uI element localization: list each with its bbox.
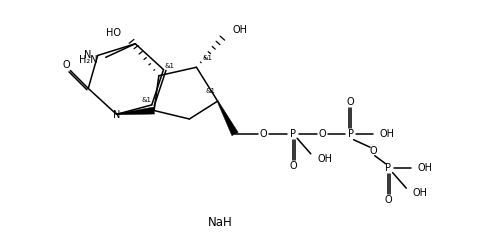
- Text: &1: &1: [142, 97, 152, 103]
- Text: O: O: [318, 129, 326, 139]
- Polygon shape: [116, 107, 154, 115]
- Text: O: O: [289, 161, 297, 171]
- Text: O: O: [260, 129, 267, 139]
- Text: &1: &1: [202, 55, 212, 61]
- Text: OH: OH: [233, 25, 248, 35]
- Text: H₂N: H₂N: [79, 55, 98, 65]
- Text: OH: OH: [318, 154, 332, 164]
- Text: O: O: [62, 60, 70, 70]
- Text: P: P: [348, 129, 354, 139]
- Text: HO: HO: [106, 28, 121, 38]
- Text: N: N: [113, 110, 120, 120]
- Text: O: O: [385, 195, 392, 205]
- Text: OH: OH: [413, 188, 428, 198]
- Text: O: O: [369, 146, 376, 156]
- Text: &1: &1: [206, 88, 215, 94]
- Text: N: N: [84, 50, 91, 60]
- Polygon shape: [217, 101, 238, 136]
- Text: P: P: [290, 129, 296, 139]
- Text: OH: OH: [417, 164, 432, 174]
- Text: O: O: [347, 97, 355, 107]
- Text: OH: OH: [380, 129, 395, 139]
- Text: &1: &1: [165, 63, 174, 69]
- Text: P: P: [385, 164, 392, 174]
- Text: NaH: NaH: [207, 216, 232, 229]
